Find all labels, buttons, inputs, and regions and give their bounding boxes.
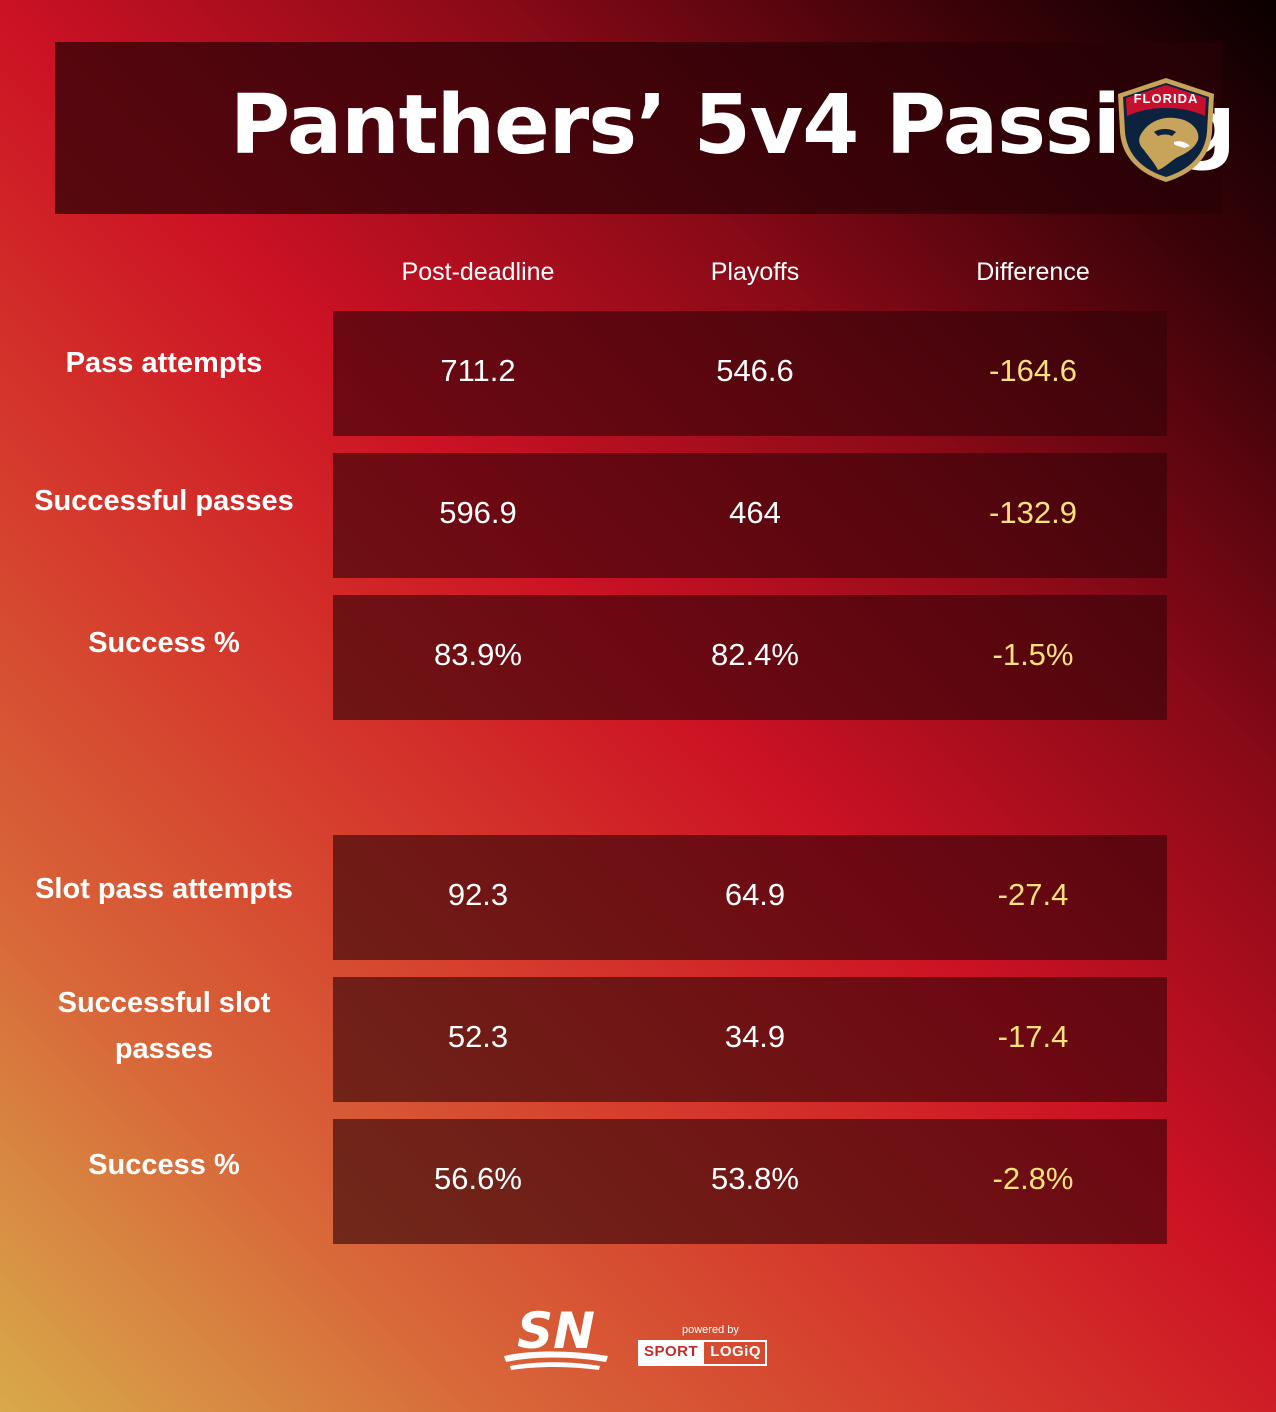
chart-title: Panthers’ 5v4 Passing [230,78,1236,173]
row-label: Slot pass attempts [35,873,293,905]
column-header: Playoffs [710,258,800,286]
sn-logo-icon: SN [504,1306,608,1370]
footer: SN powered by SPORT LOGiQ [0,1304,1276,1384]
florida-panthers-crest-icon: FLORIDA [1118,78,1214,182]
row-label: Successful slot passes [57,987,271,1065]
difference-value: -27.4 [997,877,1069,912]
column-header: Difference [976,258,1090,286]
post-deadline-value: 52.3 [447,1019,509,1054]
playoffs-value: 64.9 [724,877,786,912]
row-label: Pass attempts [65,347,263,379]
table-row [333,977,1167,1102]
playoffs-value: 53.8% [711,1161,799,1196]
table-row [333,1119,1167,1244]
post-deadline-value: 83.9% [434,637,522,672]
logo-text: FLORIDA [1134,91,1199,106]
sportlogiq-logiq-text: LOGiQ [710,1343,762,1360]
post-deadline-value: 711.2 [440,353,516,388]
post-deadline-value: 92.3 [447,877,509,912]
sportlogiq-sport-text: SPORT [640,1342,705,1364]
row-label: Success % [88,627,240,659]
difference-value: -17.4 [997,1019,1069,1054]
difference-value: -2.8% [992,1161,1074,1196]
difference-value: -164.6 [989,353,1077,388]
playoffs-value: 546.6 [716,353,794,388]
table-row [333,835,1167,960]
difference-value: -132.9 [989,495,1077,530]
playoffs-value: 82.4% [711,637,799,672]
difference-value: -1.5% [992,637,1074,672]
sn-logo-text: SN [517,1306,595,1360]
sportlogiq-logo: SPORT LOGiQ [638,1340,768,1366]
playoffs-value: 34.9 [724,1019,786,1054]
column-header: Post-deadline [401,258,555,286]
row-label: Success % [88,1149,240,1181]
row-label: Successful passes [34,485,294,517]
table-row [333,311,1167,436]
table-row [333,453,1167,578]
powered-by-label: powered by [682,1324,739,1336]
post-deadline-value: 596.9 [439,495,517,530]
playoffs-value: 464 [729,495,781,530]
title-panel [55,42,1222,214]
post-deadline-value: 56.6% [434,1161,522,1196]
table-row [333,595,1167,720]
